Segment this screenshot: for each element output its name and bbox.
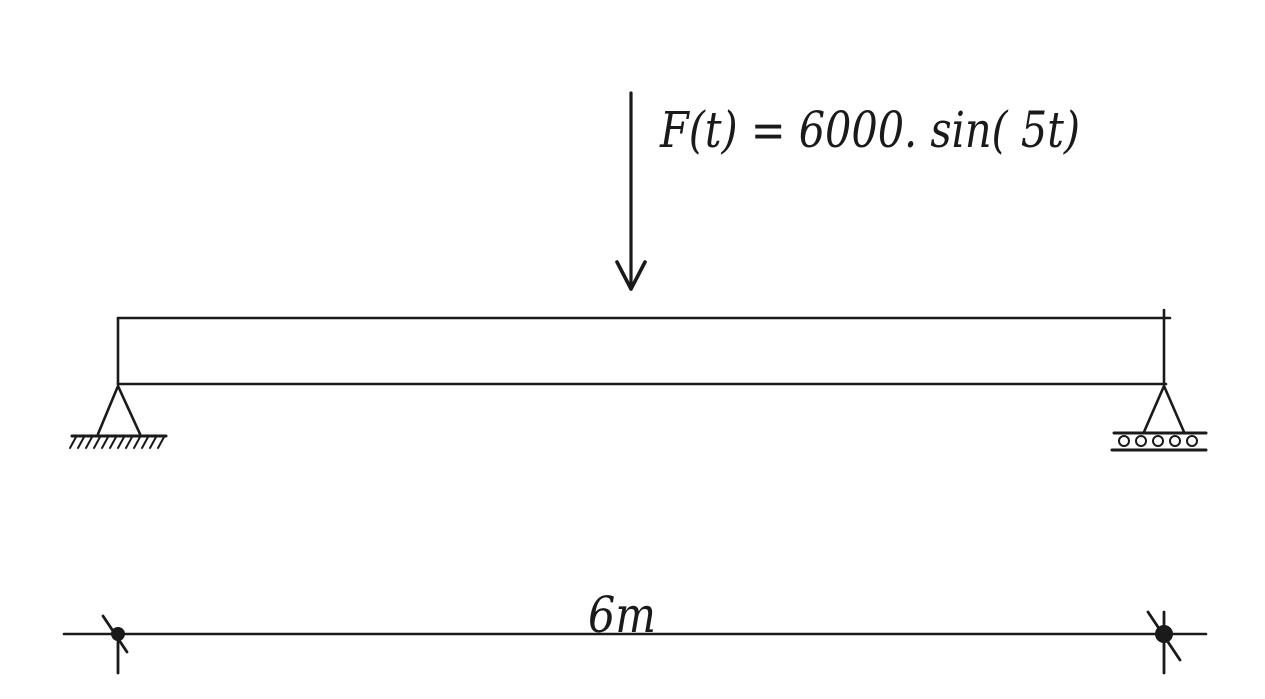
force-arrow-head [615,260,647,291]
dimension-tick-left [101,614,129,675]
dimension-tick-right [1146,610,1182,675]
pin-support-triangle [96,384,142,436]
dimension-line [62,610,1208,675]
roller-support-right [1110,384,1208,452]
pin-support-left [69,384,168,449]
beam [116,308,1172,386]
roller-wheels [1118,435,1198,447]
ground-hatching [69,436,165,449]
span-label: 6m [588,586,656,644]
roller-support-triangle [1142,384,1186,434]
force-label: F(t) = 6000. sin( 5t) [659,101,1080,159]
force-arrow [615,91,647,291]
